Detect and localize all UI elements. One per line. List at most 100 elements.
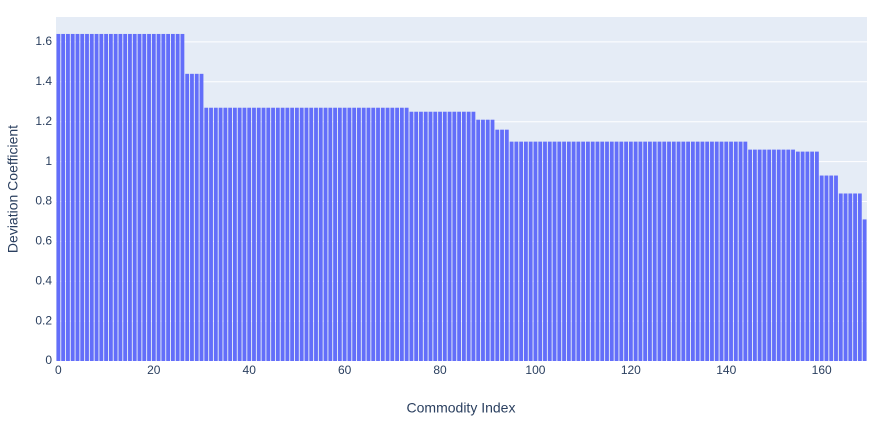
bar xyxy=(419,111,423,361)
bar xyxy=(223,107,228,361)
bar xyxy=(552,141,557,361)
bar xyxy=(757,149,762,361)
bar xyxy=(108,33,113,362)
bar xyxy=(528,141,533,361)
bar xyxy=(318,107,323,361)
x-tick-label: 120 xyxy=(621,363,641,377)
bar xyxy=(485,119,490,361)
bar xyxy=(628,141,633,361)
bar xyxy=(366,107,371,361)
bar xyxy=(352,107,357,361)
bar xyxy=(605,141,609,361)
bar xyxy=(218,107,223,361)
bar xyxy=(562,141,566,361)
bar xyxy=(795,151,800,361)
bar xyxy=(333,107,337,361)
bar xyxy=(261,107,266,361)
bar xyxy=(175,33,180,362)
bar xyxy=(457,111,462,361)
bar xyxy=(657,141,662,361)
bar xyxy=(776,149,781,361)
bar xyxy=(423,111,428,361)
y-tick-label: 1.4 xyxy=(35,74,52,88)
bar xyxy=(252,107,256,361)
bar xyxy=(476,119,481,361)
bar xyxy=(442,111,447,361)
bar xyxy=(819,175,824,361)
bar xyxy=(414,111,419,361)
bar xyxy=(466,111,471,361)
x-tick-label: 80 xyxy=(433,363,447,377)
bar xyxy=(481,119,485,361)
bar xyxy=(118,33,123,362)
bar xyxy=(147,33,151,362)
bar xyxy=(667,141,671,361)
bar xyxy=(581,141,586,361)
bar xyxy=(686,141,691,361)
bar xyxy=(700,141,705,361)
bar xyxy=(743,141,748,361)
y-tick-label: 0.4 xyxy=(35,273,52,287)
bar xyxy=(185,73,190,362)
bar xyxy=(89,33,94,362)
bar xyxy=(151,33,156,362)
bar xyxy=(328,107,333,361)
bar xyxy=(509,141,514,361)
bar xyxy=(786,149,791,361)
bar xyxy=(256,107,261,361)
bar xyxy=(304,107,309,361)
bar xyxy=(543,141,547,361)
bar xyxy=(271,107,275,361)
bar xyxy=(748,149,753,361)
y-tick-label: 0 xyxy=(45,353,52,367)
x-tick-label: 0 xyxy=(55,363,62,377)
bar xyxy=(385,107,390,361)
bar xyxy=(357,107,361,361)
bar xyxy=(275,107,280,361)
x-tick-label: 60 xyxy=(338,363,352,377)
y-tick-label: 1 xyxy=(45,154,52,168)
bar xyxy=(738,141,743,361)
bar xyxy=(805,151,810,361)
bar xyxy=(299,107,304,361)
bar xyxy=(85,33,89,362)
y-tick-label: 0.8 xyxy=(35,194,52,208)
bar xyxy=(452,111,457,361)
bar xyxy=(767,149,772,361)
bar xyxy=(519,141,524,361)
bar xyxy=(614,141,619,361)
bar xyxy=(733,141,738,361)
bar xyxy=(347,107,352,361)
bar xyxy=(104,33,108,362)
bar xyxy=(710,141,714,361)
bar xyxy=(190,73,194,362)
bar xyxy=(662,141,667,361)
bar xyxy=(161,33,166,362)
bar xyxy=(857,193,862,361)
bar xyxy=(123,33,128,362)
bar xyxy=(132,33,137,362)
bar xyxy=(824,175,829,361)
bar xyxy=(180,33,185,362)
x-tick-label: 40 xyxy=(243,363,257,377)
x-tick-label: 20 xyxy=(147,363,161,377)
bar xyxy=(705,141,710,361)
bar xyxy=(170,33,175,362)
bar xyxy=(376,107,380,361)
bar xyxy=(285,107,290,361)
bar xyxy=(461,111,466,361)
bar xyxy=(490,119,495,361)
bar xyxy=(404,107,409,361)
bar xyxy=(762,149,767,361)
bar xyxy=(471,111,476,361)
bar xyxy=(232,107,237,361)
bar xyxy=(142,33,147,362)
bar xyxy=(128,33,132,362)
bar xyxy=(523,141,528,361)
bar xyxy=(638,141,643,361)
bar xyxy=(586,141,590,361)
bar xyxy=(428,111,433,361)
bar xyxy=(70,33,75,362)
bar xyxy=(447,111,452,361)
bar xyxy=(514,141,519,361)
